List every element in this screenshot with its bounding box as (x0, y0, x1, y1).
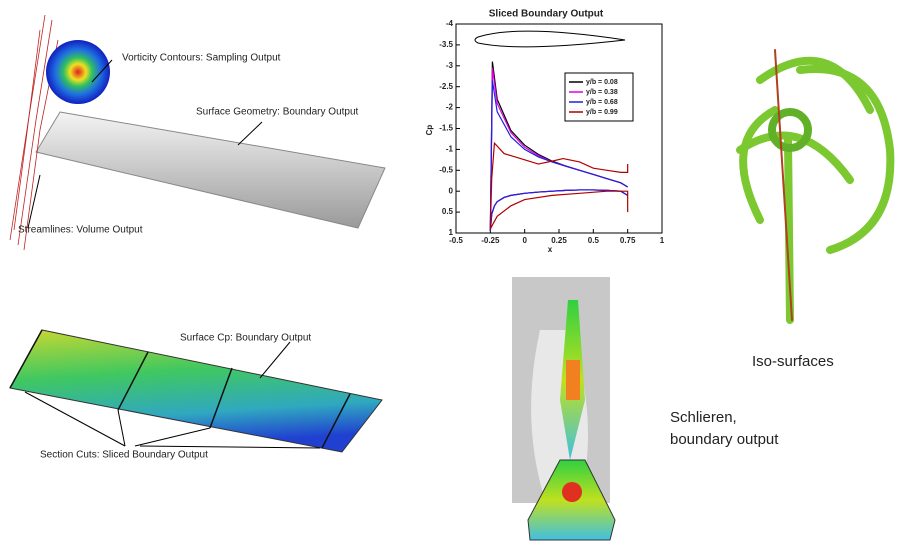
x-axis-label: x (548, 245, 553, 254)
x-tick-label: 0.25 (551, 236, 567, 245)
annotation: Streamlines: Volume Output (18, 225, 143, 236)
series-line (490, 143, 627, 229)
x-tick-label: 0 (522, 236, 527, 245)
x-tick-label: 0.5 (588, 236, 600, 245)
y-tick-label: -3 (446, 61, 454, 70)
y-tick-label: 1 (449, 228, 454, 237)
rocket-image (512, 277, 615, 540)
annotation: Surface Cp: Boundary Output (180, 333, 311, 344)
cp-chart: Sliced Boundary Output x Cp -0.5 -0.25 0 0.… (425, 9, 665, 254)
x-tick-label: 1 (660, 236, 665, 245)
annotation: boundary output (670, 431, 779, 448)
plot-frame (456, 24, 662, 233)
x-tick-label: 0.75 (620, 236, 636, 245)
y-tick-label: -4 (446, 19, 454, 28)
legend-label: y/b = 0.08 (586, 79, 618, 86)
x-tick-label: -0.5 (449, 236, 463, 245)
y-tick-label: -1 (446, 145, 454, 154)
y-tick-label: 0 (449, 186, 454, 195)
annotation: Section Cuts: Sliced Boundary Output (40, 450, 208, 461)
y-tick-label: 0.5 (442, 207, 454, 216)
wing-cp-image (10, 330, 382, 452)
chart-title: Sliced Boundary Output (489, 9, 604, 20)
annotation: Vorticity Contours: Sampling Output (122, 53, 281, 64)
iso-surface-image (740, 50, 890, 320)
y-tick-label: -2 (446, 103, 454, 112)
annotation: Iso-surfaces (752, 353, 834, 370)
y-tick-label: -1.5 (439, 124, 453, 133)
y-tick-label: -0.5 (439, 165, 453, 174)
wing-geometry-image (10, 15, 385, 250)
page: Vorticity Contours: Sampling Output Surf… (0, 0, 916, 549)
legend-label: y/b = 0.68 (586, 99, 618, 106)
y-tick-label: -2.5 (439, 82, 453, 91)
legend-label: y/b = 0.99 (586, 109, 618, 116)
y-tick-label: -3.5 (439, 40, 453, 49)
airfoil-outline (475, 31, 625, 47)
y-axis-label: Cp (425, 125, 434, 136)
x-tick-label: -0.25 (481, 236, 500, 245)
annotation: Surface Geometry: Boundary Output (196, 107, 359, 118)
legend-label: y/b = 0.38 (586, 89, 618, 96)
annotation: Schlieren, (670, 409, 737, 426)
